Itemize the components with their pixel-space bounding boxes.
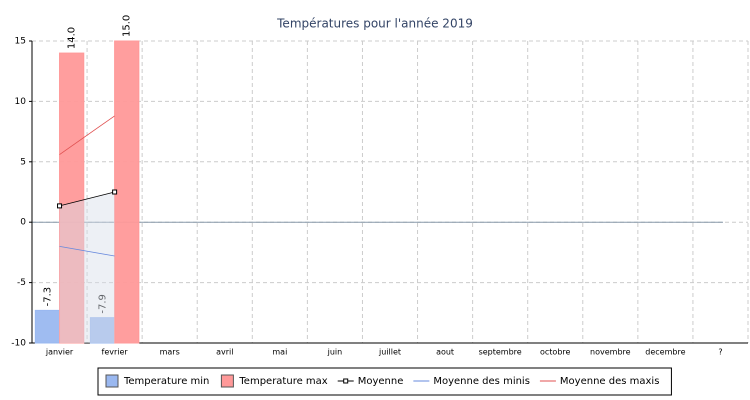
legend-swatch xyxy=(105,374,119,388)
value-label: 14.0 xyxy=(67,27,78,49)
legend-label: Moyenne des minis xyxy=(433,376,530,387)
line xyxy=(59,115,115,155)
x-tick-label: novembre xyxy=(590,348,631,357)
x-tick-label: juillet xyxy=(378,348,401,357)
bar xyxy=(34,309,61,344)
x-tick-label: juin xyxy=(327,348,343,357)
line xyxy=(59,191,115,207)
y-tick-label: 15 xyxy=(15,37,26,47)
legend-label: Temperature max xyxy=(238,376,327,387)
value-label: -7.3 xyxy=(42,287,53,307)
line-marker xyxy=(57,203,63,209)
value-label: -7.9 xyxy=(97,294,108,314)
line xyxy=(59,245,115,257)
x-tick-label: avril xyxy=(216,348,233,357)
y-tick-label: 0 xyxy=(20,218,26,228)
legend-label: Moyenne des maxis xyxy=(560,376,660,387)
x-tick-label: mars xyxy=(160,348,180,357)
bar xyxy=(89,317,116,344)
legend-label: Moyenne xyxy=(358,376,404,387)
x-tick-label: ? xyxy=(718,348,722,357)
x-tick-label: janvier xyxy=(45,348,74,357)
y-tick-label: 5 xyxy=(20,157,26,167)
x-tick-label: fevrier xyxy=(102,348,129,357)
legend-box xyxy=(97,367,672,396)
line-marker xyxy=(112,189,118,195)
y-tick-label: -5 xyxy=(17,278,26,288)
x-tick-label: mai xyxy=(272,348,287,357)
legend: Temperature min Temperature max Moyenne Moy… xyxy=(97,367,672,396)
value-label: 15.0 xyxy=(122,15,133,37)
legend-swatch xyxy=(220,374,234,388)
y-tick-label: -10 xyxy=(11,339,26,349)
y-tick-label: 10 xyxy=(15,97,27,107)
x-tick-label: decembre xyxy=(645,348,685,357)
legend-label: Temperature min xyxy=(123,376,209,387)
line-area xyxy=(59,192,115,343)
x-tick-label: octobre xyxy=(540,348,571,357)
legend-swatch xyxy=(343,378,349,384)
x-tick-label: aout xyxy=(436,348,454,357)
bar xyxy=(114,40,140,344)
x-tick-label: septembre xyxy=(479,348,522,357)
chart-title: Températures pour l'année 2019 xyxy=(276,17,473,31)
bar xyxy=(59,52,85,344)
